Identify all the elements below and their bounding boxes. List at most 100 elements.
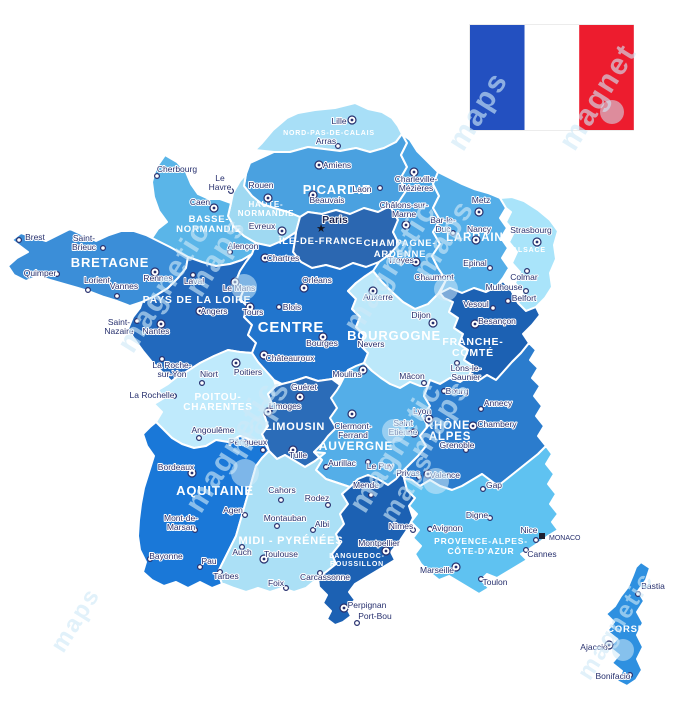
city-dot-center-nancy <box>474 238 478 242</box>
city-dot-center-clermont-ferrand <box>350 412 354 416</box>
city-dot-center-caen <box>212 206 216 210</box>
city-label-arras: Arras <box>316 136 336 146</box>
city-dot-aurillac <box>323 464 330 471</box>
city-dot-toulon <box>478 575 485 582</box>
city-dot-center-chambery <box>471 424 475 428</box>
monaco-marker <box>539 533 545 539</box>
city-label-dijon: Dijon <box>411 310 431 320</box>
city-label-auch: Auch <box>232 547 252 557</box>
city-label-blois: Blois <box>283 302 301 312</box>
city-label-vannes: Vannes <box>110 281 138 291</box>
city-label-lons-le-saunier: Lons-le-Saunier <box>451 363 482 382</box>
city-dot-laon <box>377 185 384 192</box>
city-label-rouen: Rouen <box>248 180 273 190</box>
city-dot-center-bordeaux <box>190 471 194 475</box>
city-label-p-rigueux: Périgueux <box>229 437 268 447</box>
city-dot-brest <box>16 237 23 244</box>
region-languedoc-roussillon <box>317 471 416 626</box>
city-dot-center-ch-teauroux <box>262 353 266 357</box>
city-dot-center-chartres <box>263 256 267 260</box>
city-label-laon: Laon <box>353 184 372 194</box>
regions-layer <box>7 102 651 687</box>
city-dot-cherbourg <box>154 173 161 180</box>
city-label-brest: Brest <box>25 232 45 242</box>
city-label-chartres: Chartres <box>267 253 300 263</box>
city-label-quimper: Quimper <box>24 268 57 278</box>
city-label-ch-lons-sur-marne: Châlons-sur-Marne <box>380 200 429 219</box>
city-dot-center-metz <box>477 210 481 214</box>
city-label-mont-de-marsan: Mont-de-Marsan <box>164 513 198 532</box>
city-dot-laval <box>190 272 197 279</box>
city-dot-bourg <box>441 388 448 395</box>
city-dot-privas <box>416 474 423 481</box>
city-dot-center-angers <box>198 309 202 313</box>
city-label-amiens: Amiens <box>323 160 351 170</box>
region-label-alsace: ALSACE <box>512 247 546 254</box>
city-dot-lons-le-saunier <box>454 360 461 367</box>
region-label-picardie: PICARDIE <box>303 182 372 197</box>
city-dot-mont-de-marsan <box>192 526 199 533</box>
city-dot-le-puy <box>365 459 372 466</box>
city-dot-niort <box>199 380 206 387</box>
city-dot-grenoble <box>463 447 470 454</box>
city-label-angoul-me: Angoulême <box>191 425 234 435</box>
city-label-la-rochelle: La Rochelle <box>130 390 175 400</box>
city-label-mende: Mende <box>353 480 379 490</box>
region-label-languedoc-roussillon: LANGUEDOC-ROUSSILLON <box>329 553 384 568</box>
city-dot-m-con <box>421 380 428 387</box>
city-label-epinal: Epinal <box>463 258 487 268</box>
city-label-cannes: Cannes <box>527 549 556 559</box>
city-label-montpellier: Montpellier <box>358 538 400 548</box>
city-dot-vesoul <box>490 305 497 312</box>
city-label-gap: Gap <box>486 480 502 490</box>
city-dot-montauban <box>274 522 281 529</box>
city-label-saint-brieuc: Saint-Brieuc <box>72 233 97 252</box>
city-label-m-con: Mâcon <box>399 371 425 381</box>
city-label-cherbourg: Cherbourg <box>157 164 197 174</box>
city-dot-center-charleville-m-zi-res <box>412 170 416 174</box>
region-label-basse-normandie: BASSE-NORMANDIE <box>176 214 242 235</box>
city-dot-gap <box>480 486 487 493</box>
city-dot-bayonne <box>147 555 154 562</box>
city-dot-port-bou <box>354 619 361 626</box>
city-label-bourg: Bourg <box>446 386 469 396</box>
city-dot-center-amiens <box>317 163 321 167</box>
city-label-beauvais: Beauvais <box>310 195 345 205</box>
city-dot-center-bourges <box>321 335 325 339</box>
region-provence-alpes-cote-d-azur <box>403 445 559 595</box>
city-dot-nice <box>532 536 539 543</box>
region-label-poitou-charentes: POITOU-CHARENTES <box>183 392 252 413</box>
city-dot-center-evreux <box>280 229 284 233</box>
city-label-troyes: Troyes <box>388 255 414 265</box>
region-label-aquitaine: AQUITAINE <box>176 483 254 498</box>
region-labels-layer: NORD-PAS-DE-CALAIS PICARDIE HAUTE-NORMANDI… <box>71 130 644 635</box>
city-dot-alen-on <box>227 249 234 256</box>
city-label-nancy: Nancy <box>467 224 492 234</box>
city-label-belfort: Belfort <box>512 293 537 303</box>
city-dot-saint-brieuc <box>99 245 106 252</box>
city-dot-bar-le-duc <box>450 230 457 237</box>
city-label-rodez: Rodez <box>305 493 330 503</box>
city-dot-center-rouen <box>266 196 270 200</box>
city-label-moulins: Moulins <box>332 369 361 379</box>
watermark-circle <box>382 419 406 443</box>
city-label-colmar: Colmar <box>510 272 538 282</box>
city-dot-la-roche-sur-yon <box>159 356 166 363</box>
city-dot-center-toulouse <box>262 557 266 561</box>
city-dot-center-perpignan <box>342 606 346 610</box>
region-label-provence-alpes-cote-d-azur: PROVENCE-ALPES-CÔTE-D'AZUR <box>434 536 528 556</box>
city-label-bordeaux: Bordeaux <box>158 462 195 472</box>
flag-stripe-white <box>524 25 580 130</box>
city-dot-center-orl-ans <box>302 286 306 290</box>
city-label-monaco: MONACO <box>549 535 581 542</box>
region-label-centre: CENTRE <box>258 319 324 336</box>
city-dot-bonifacio <box>626 671 633 678</box>
watermark-circle <box>231 274 257 300</box>
city-label-angers: Angers <box>201 306 228 316</box>
region-bretagne <box>7 228 189 307</box>
city-dot-arras <box>335 143 342 150</box>
city-label-privas: Privas <box>396 468 420 478</box>
city-label-alen-on: Alençon <box>228 241 259 251</box>
city-dot-center-troyes <box>414 260 418 264</box>
city-dot-albi <box>310 526 317 533</box>
